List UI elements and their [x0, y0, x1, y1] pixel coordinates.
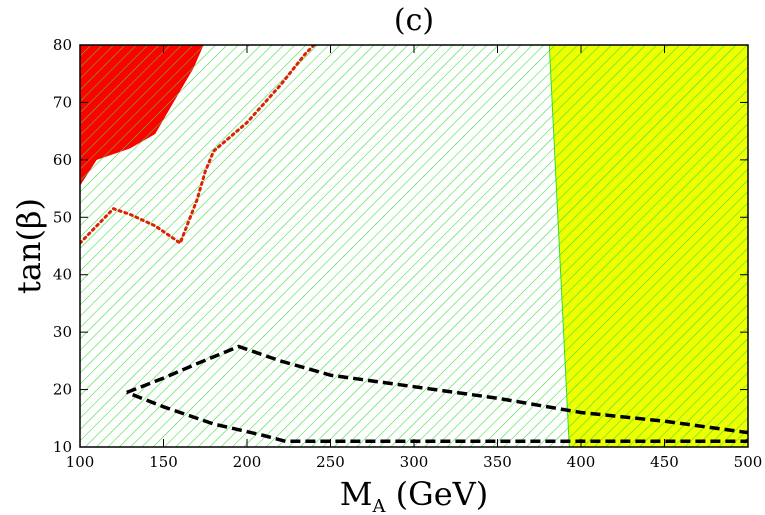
y-axis-label: tan(β): [10, 198, 48, 294]
y-tick-label: 70: [53, 93, 72, 111]
x-tick-label: 200: [233, 453, 262, 471]
plot-area: [80, 45, 748, 447]
x-axis-label: MA (GeV): [340, 475, 489, 515]
x-tick-label: 400: [567, 453, 596, 471]
chart-title: (c): [394, 3, 434, 38]
x-tick-label: 350: [483, 453, 512, 471]
y-tick-label: 60: [53, 151, 72, 169]
x-tick-label: 150: [149, 453, 178, 471]
y-tick-label: 20: [53, 381, 72, 399]
x-axis-label-unit: (GeV): [386, 475, 489, 513]
region-yellow-hatch-lines: [548, 45, 748, 447]
x-axis-label-main: M: [340, 475, 373, 513]
y-tick-label: 30: [53, 323, 72, 341]
y-axis: 10 20 30 40 50 60 70 80: [53, 36, 748, 456]
y-tick-label: 80: [53, 36, 72, 54]
x-axis-label-subscript: A: [372, 496, 387, 515]
x-tick-label: 300: [400, 453, 429, 471]
x-tick-label: 250: [316, 453, 345, 471]
y-tick-label: 50: [53, 208, 72, 226]
line-dashed: [126, 344, 748, 444]
x-tick-label: 100: [66, 453, 95, 471]
y-tick-label: 10: [53, 438, 72, 456]
x-tick-label: 500: [734, 453, 763, 471]
y-tick-label: 40: [53, 266, 72, 284]
x-axis: 100 150 200 250 300 350 400 450 500: [66, 45, 763, 471]
line-dotted: [80, 45, 317, 246]
x-tick-label: 450: [650, 453, 679, 471]
